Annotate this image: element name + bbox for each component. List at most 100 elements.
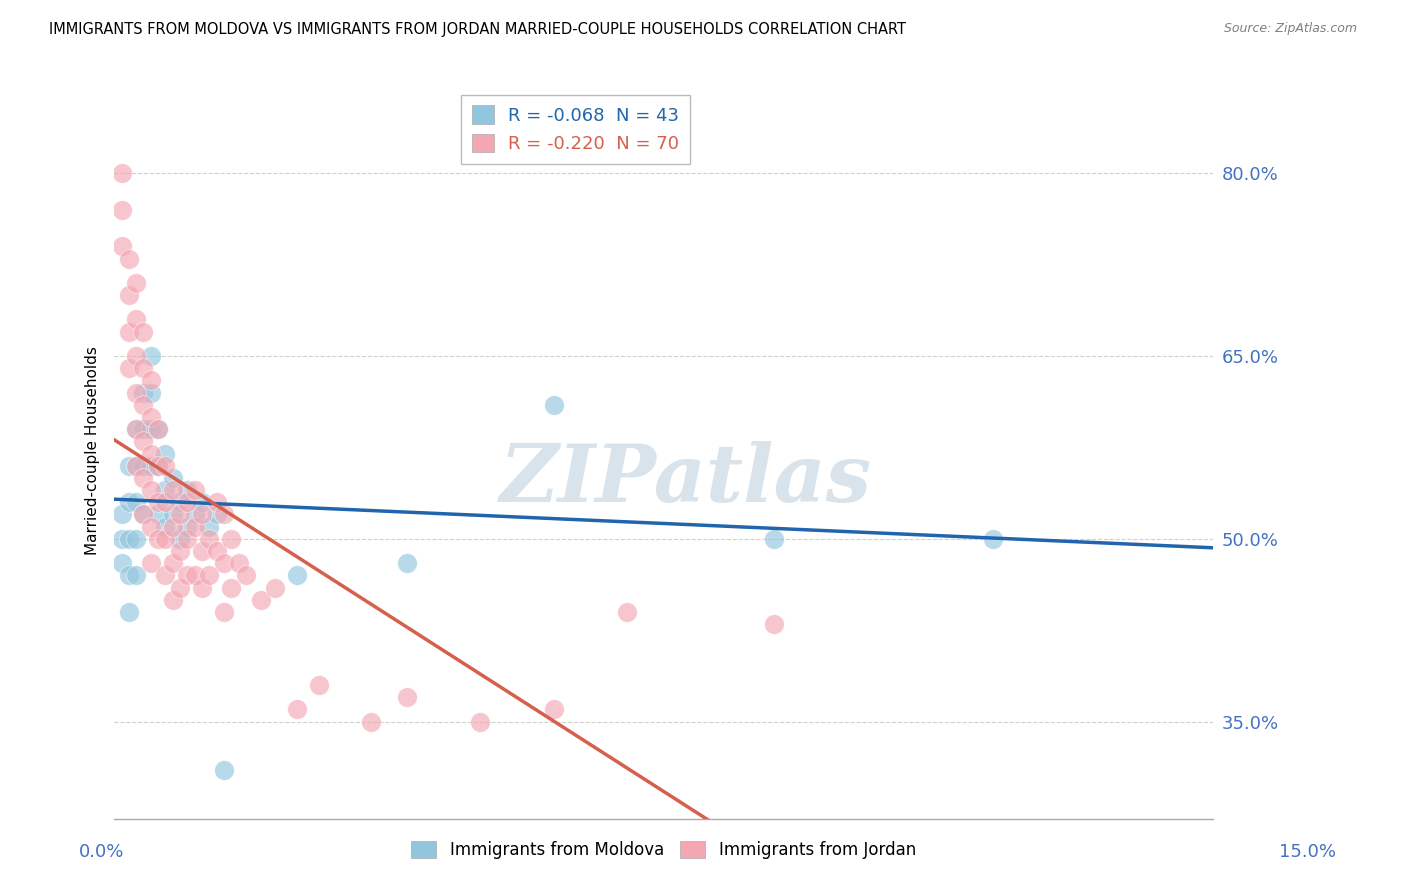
Point [212, 764, 235, 778]
Point [169, 508, 191, 522]
Point [110, 239, 132, 253]
Point [162, 471, 184, 485]
Point [146, 458, 169, 473]
Point [221, 532, 243, 546]
Point [132, 508, 155, 522]
Point [125, 385, 148, 400]
Point [212, 605, 235, 619]
Point [125, 276, 148, 290]
Point [285, 702, 308, 716]
Point [162, 483, 184, 497]
Point [198, 532, 221, 546]
Point [132, 325, 155, 339]
Point [118, 361, 141, 376]
Point [146, 495, 169, 509]
Point [125, 422, 148, 436]
Point [396, 690, 419, 705]
Point [125, 312, 148, 326]
Point [212, 508, 235, 522]
Point [176, 568, 198, 582]
Text: Source: ZipAtlas.com: Source: ZipAtlas.com [1223, 22, 1357, 36]
Point [155, 495, 177, 509]
Point [162, 508, 184, 522]
Point [132, 398, 155, 412]
Point [110, 166, 132, 180]
Point [118, 495, 141, 509]
Point [221, 581, 243, 595]
Point [132, 361, 155, 376]
Point [118, 288, 141, 302]
Point [132, 508, 155, 522]
Point [118, 532, 141, 546]
Point [110, 202, 132, 217]
Point [184, 519, 207, 533]
Point [139, 349, 162, 363]
Text: 0.0%: 0.0% [79, 843, 124, 861]
Point [110, 508, 132, 522]
Point [118, 458, 141, 473]
Point [543, 702, 565, 716]
Point [132, 471, 155, 485]
Point [155, 568, 177, 582]
Point [118, 252, 141, 266]
Point [308, 678, 330, 692]
Point [205, 544, 228, 558]
Text: 15.0%: 15.0% [1279, 843, 1336, 861]
Point [162, 519, 184, 533]
Point [543, 398, 565, 412]
Point [139, 422, 162, 436]
Point [125, 532, 148, 546]
Point [205, 495, 228, 509]
Point [169, 532, 191, 546]
Point [139, 483, 162, 497]
Point [191, 544, 214, 558]
Point [162, 592, 184, 607]
Point [139, 519, 162, 533]
Point [125, 349, 148, 363]
Point [162, 556, 184, 570]
Point [396, 556, 419, 570]
Point [198, 568, 221, 582]
Point [155, 446, 177, 460]
Point [176, 532, 198, 546]
Point [184, 508, 207, 522]
Point [125, 458, 148, 473]
Point [155, 483, 177, 497]
Point [228, 556, 250, 570]
Point [139, 385, 162, 400]
Point [132, 458, 155, 473]
Point [176, 483, 198, 497]
Point [155, 519, 177, 533]
Point [762, 532, 785, 546]
Point [155, 532, 177, 546]
Point [118, 325, 141, 339]
Point [139, 409, 162, 424]
Point [184, 483, 207, 497]
Point [191, 508, 214, 522]
Point [169, 581, 191, 595]
Point [191, 495, 214, 509]
Point [125, 422, 148, 436]
Point [139, 556, 162, 570]
Point [125, 458, 148, 473]
Point [470, 714, 492, 729]
Point [146, 422, 169, 436]
Point [125, 495, 148, 509]
Point [264, 581, 287, 595]
Point [360, 714, 382, 729]
Point [139, 373, 162, 387]
Point [110, 556, 132, 570]
Point [146, 532, 169, 546]
Point [176, 519, 198, 533]
Point [110, 532, 132, 546]
Point [125, 568, 148, 582]
Point [139, 458, 162, 473]
Point [132, 385, 155, 400]
Point [169, 544, 191, 558]
Point [169, 495, 191, 509]
Legend: R = -0.068  N = 43, R = -0.220  N = 70: R = -0.068 N = 43, R = -0.220 N = 70 [461, 95, 690, 164]
Point [146, 458, 169, 473]
Point [762, 617, 785, 632]
Point [285, 568, 308, 582]
Y-axis label: Married-couple Households: Married-couple Households [86, 346, 100, 555]
